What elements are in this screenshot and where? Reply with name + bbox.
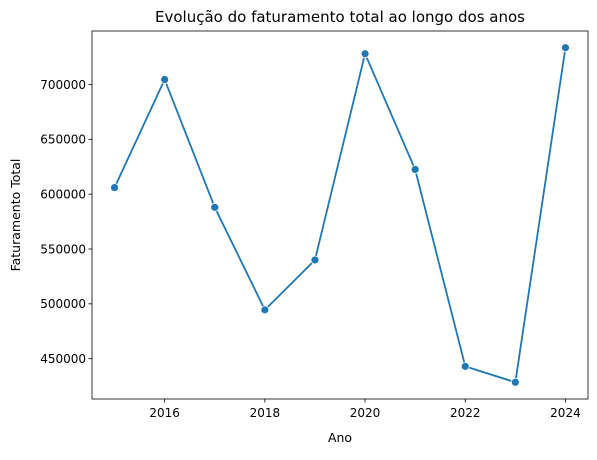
x-axis-ticks: 2016 2018 2020 2022 2024 bbox=[149, 399, 581, 420]
series-layer bbox=[110, 43, 570, 387]
y-tick-label: 700000 bbox=[40, 78, 86, 92]
chart-title: Evolução do faturamento total ao longo d… bbox=[155, 8, 525, 26]
x-tick-label: 2022 bbox=[450, 406, 481, 420]
data-point bbox=[561, 43, 570, 53]
y-axis-ticks: 450000 500000 550000 600000 650000 700000 bbox=[40, 78, 92, 366]
x-axis-label: Ano bbox=[328, 430, 352, 445]
data-point bbox=[360, 49, 370, 59]
data-point bbox=[410, 165, 420, 174]
y-tick-label: 500000 bbox=[40, 297, 86, 311]
data-point bbox=[310, 255, 320, 265]
data-point bbox=[210, 202, 220, 212]
data-point bbox=[260, 305, 270, 315]
plot-frame bbox=[91, 30, 589, 400]
data-point bbox=[110, 183, 119, 192]
plot-background bbox=[92, 31, 588, 399]
y-tick-label: 450000 bbox=[40, 352, 86, 366]
y-tick-label: 600000 bbox=[40, 187, 86, 201]
y-axis-label: Faturamento Total bbox=[8, 159, 23, 272]
y-tick-label: 550000 bbox=[40, 242, 86, 256]
x-tick-label: 2020 bbox=[350, 406, 381, 420]
x-tick-label: 2018 bbox=[250, 406, 281, 420]
x-tick-label: 2016 bbox=[149, 406, 180, 420]
series-line bbox=[113, 47, 567, 384]
x-tick-label: 2024 bbox=[550, 406, 581, 420]
data-point bbox=[510, 377, 520, 387]
y-tick-label: 650000 bbox=[40, 133, 86, 147]
data-point bbox=[160, 75, 170, 84]
data-point bbox=[460, 361, 470, 371]
